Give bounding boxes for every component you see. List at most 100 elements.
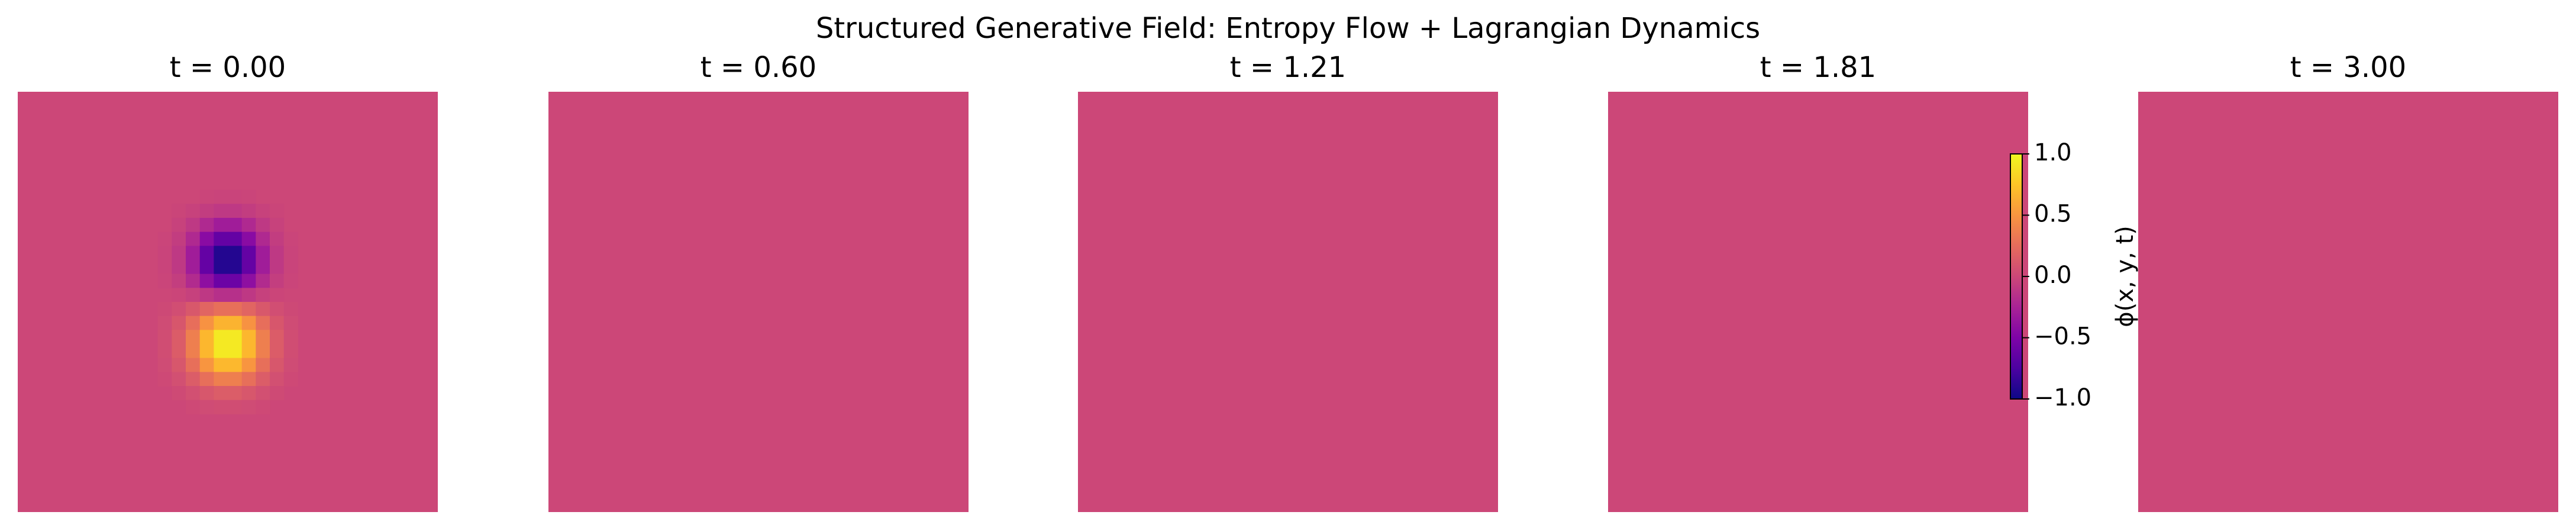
heatmap-cell <box>172 246 186 260</box>
heatmap-cell <box>256 232 270 246</box>
colorbar-label: ϕ(x, y, t) <box>2112 226 2139 327</box>
heatmap-cell <box>242 288 256 302</box>
colorbar-tick-label: 0.5 <box>2034 201 2072 228</box>
heatmap-cell <box>186 246 200 260</box>
heatmap-cell <box>270 316 284 330</box>
heatmap-cell <box>270 260 284 274</box>
heatmap-cell <box>284 372 298 386</box>
heatmap-cell <box>228 372 242 386</box>
heatmap-cell <box>214 400 228 414</box>
heatmap-cell <box>256 372 270 386</box>
heatmap-cell <box>284 330 298 344</box>
heatmap-cell <box>256 274 270 288</box>
heatmap-cell <box>228 260 242 274</box>
heatmap-cell <box>214 344 228 358</box>
heatmap-cell <box>242 344 256 358</box>
heatmap-cell <box>172 302 186 316</box>
heatmap-cell <box>228 190 242 204</box>
heatmap-cell <box>214 330 228 344</box>
heatmap-cell <box>270 246 284 260</box>
heatmap-cell <box>284 274 298 288</box>
heatmap-panels: t = 0.00 t = 0.60 t = 1.21 t = 1.81 t = 3.00 <box>18 51 2558 512</box>
heatmap-cell <box>158 358 172 372</box>
heatmap-cell <box>242 260 256 274</box>
heatmap-cell <box>270 358 284 372</box>
heatmap-cell <box>200 344 214 358</box>
heatmap-cell <box>200 330 214 344</box>
heatmap-cell <box>214 232 228 246</box>
heatmap-cell <box>186 260 200 274</box>
heatmap-cell <box>270 344 284 358</box>
heatmap-cell <box>284 344 298 358</box>
heatmap-cell <box>172 204 186 218</box>
heatmap-cell <box>284 302 298 316</box>
heatmap-cell <box>242 386 256 400</box>
heatmap-cell <box>158 302 172 316</box>
heatmap-cell <box>200 190 214 204</box>
heatmap-cell <box>186 274 200 288</box>
heatmap-cell <box>200 372 214 386</box>
heatmap-cell <box>228 246 242 260</box>
heatmap-cell <box>200 260 214 274</box>
heatmap-background <box>2138 92 2558 512</box>
heatmap-cell <box>256 260 270 274</box>
heatmap-cell <box>186 386 200 400</box>
colorbar: 1.0 0.5 0.0 −0.5 −1.0 ϕ(x, y, t) <box>2010 139 2139 411</box>
heatmap-cell <box>284 246 298 260</box>
heatmap-cell <box>186 358 200 372</box>
heatmap-cell <box>186 232 200 246</box>
colorbar-gradient <box>2010 154 2022 399</box>
heatmap-panel: t = 1.21 <box>1078 51 1498 512</box>
heatmap-cell <box>200 386 214 400</box>
heatmap-cell <box>200 274 214 288</box>
heatmap-cell <box>228 274 242 288</box>
heatmap-cell <box>228 204 242 218</box>
heatmap-cell <box>270 218 284 232</box>
heatmap-cell <box>270 232 284 246</box>
colorbar-ticks: 1.0 0.5 0.0 −0.5 −1.0 <box>2022 139 2091 411</box>
heatmap-background <box>548 92 969 512</box>
heatmap-cell <box>242 218 256 232</box>
colorbar-tick-label: 1.0 <box>2034 139 2072 166</box>
heatmap-cell <box>256 344 270 358</box>
heatmap-cell <box>228 400 242 414</box>
panel-title: t = 1.81 <box>1760 51 1876 84</box>
heatmap-cell <box>186 218 200 232</box>
heatmap-cell <box>158 274 172 288</box>
heatmap-cell <box>214 274 228 288</box>
heatmap-cell <box>242 372 256 386</box>
heatmap-cell <box>242 330 256 344</box>
heatmap-cell <box>172 274 186 288</box>
heatmap-cell <box>214 190 228 204</box>
heatmap-cell <box>200 358 214 372</box>
heatmap-panel: t = 3.00 <box>2138 51 2558 512</box>
heatmap-cell <box>228 358 242 372</box>
heatmap-cell <box>256 400 270 414</box>
heatmap-cell <box>186 204 200 218</box>
heatmap-cell <box>172 218 186 232</box>
heatmap-cell <box>200 316 214 330</box>
heatmap-cell <box>200 302 214 316</box>
heatmap-cell <box>242 204 256 218</box>
heatmap-cell <box>214 358 228 372</box>
heatmap-cell <box>200 288 214 302</box>
heatmap-cell <box>242 400 256 414</box>
heatmap-cell <box>228 232 242 246</box>
heatmap-cell <box>172 386 186 400</box>
heatmap-cell <box>214 260 228 274</box>
panel-title: t = 3.00 <box>2290 51 2406 84</box>
heatmap-cell <box>270 302 284 316</box>
heatmap-cell <box>228 330 242 344</box>
heatmap-cell <box>200 232 214 246</box>
heatmap-cell <box>214 316 228 330</box>
heatmap-cell <box>228 344 242 358</box>
heatmap-cell <box>172 330 186 344</box>
heatmap-cell <box>200 218 214 232</box>
heatmap-cell <box>256 358 270 372</box>
heatmap-cell <box>186 400 200 414</box>
heatmap-cell <box>242 358 256 372</box>
heatmap-cell <box>256 288 270 302</box>
heatmap-cell <box>172 260 186 274</box>
heatmap-cell <box>214 372 228 386</box>
